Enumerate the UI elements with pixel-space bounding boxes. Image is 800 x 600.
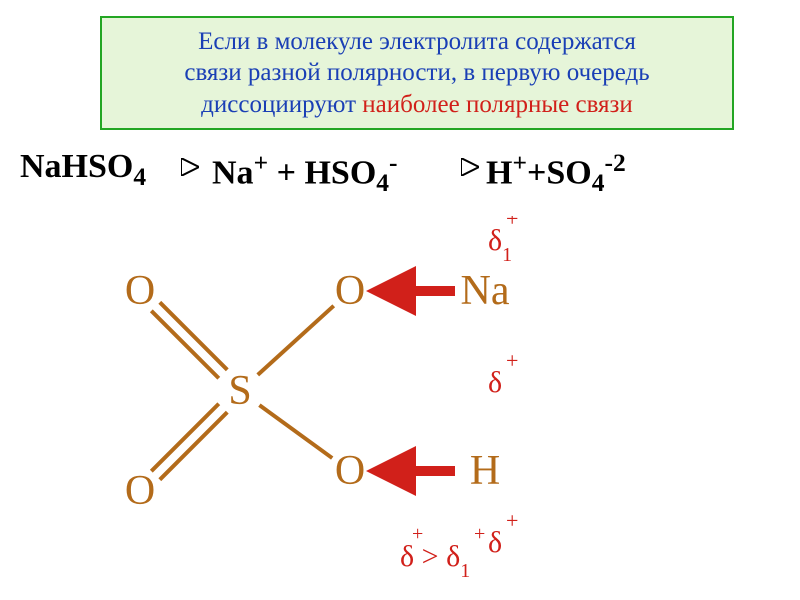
svg-text:+: +: [412, 523, 423, 545]
eq2-na: Na: [212, 154, 254, 191]
reaction-arrow-icon: [181, 158, 199, 176]
equation-term-3: H++SO4-2: [486, 148, 626, 198]
svg-text:δ: δ: [488, 526, 502, 559]
eq3-so-sub: 4: [592, 168, 605, 197]
svg-text:+: +: [506, 348, 518, 373]
svg-text:δ: δ: [488, 366, 502, 399]
svg-text:+: +: [474, 523, 485, 545]
eq2-na-sup: +: [254, 148, 269, 177]
svg-text:O: O: [125, 468, 155, 514]
svg-text:S: S: [228, 368, 251, 414]
svg-text:O: O: [335, 448, 365, 494]
equation-term-2: Na+ + HSO4-: [212, 148, 398, 198]
rule-line-2: связи разной полярности, в первую очеред…: [184, 59, 649, 86]
eq2-hso-sup: -: [389, 148, 398, 177]
eq3-h: H: [486, 154, 512, 191]
eq1-pre: NaHSO: [20, 148, 133, 185]
rule-line-1: Если в молекуле электролита содержатся: [198, 28, 636, 55]
eq3-h-sup: +: [512, 148, 527, 177]
svg-text:δ > δ1: δ > δ1: [400, 540, 470, 582]
eq1-sub: 4: [133, 162, 146, 191]
svg-text:Na: Na: [461, 268, 510, 314]
eq3-so-sup: -2: [604, 148, 625, 177]
svg-text:+: +: [506, 216, 518, 231]
eq3-plus: +SO: [527, 154, 592, 191]
rule-line-3a: диссоциируют: [201, 91, 362, 118]
rule-line-3b: наиболее полярные связи: [362, 91, 633, 118]
rule-box: Если в молекуле электролита содержатся с…: [100, 16, 734, 130]
eq2-plus: + HSO: [268, 154, 376, 191]
svg-text:O: O: [125, 268, 155, 314]
reaction-arrow-icon: [461, 158, 479, 176]
equation-term-1: NaHSO4: [20, 148, 146, 192]
svg-text:H: H: [470, 448, 500, 494]
eq2-hso-sub: 4: [376, 168, 389, 197]
molecule-structure-diagram: SOOOONaHδ1+δ+δ+δ > δ1++: [80, 216, 640, 586]
svg-text:+: +: [506, 508, 518, 533]
svg-text:O: O: [335, 268, 365, 314]
